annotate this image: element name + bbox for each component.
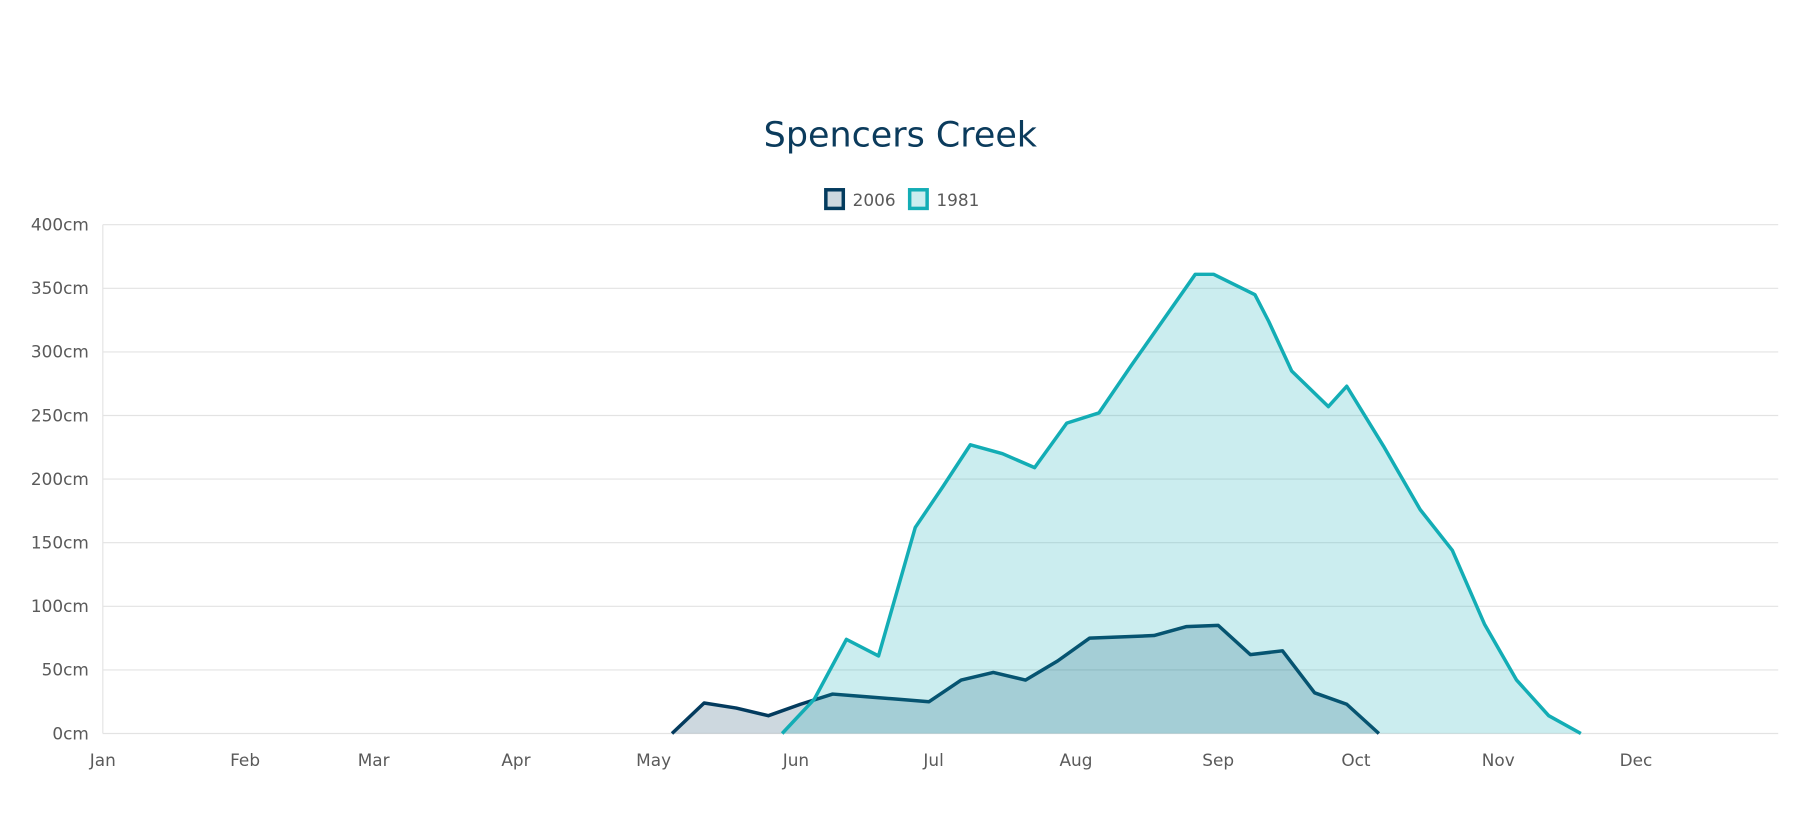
x-tick-label: May — [636, 750, 671, 770]
x-tick-label: Mar — [358, 750, 390, 770]
x-tick-label: Feb — [230, 750, 260, 770]
gridlines — [102, 224, 1779, 735]
y-tick-label: 300cm — [31, 342, 89, 362]
line-1981 — [780, 272, 1582, 736]
series-layer — [670, 272, 1582, 736]
line-2006 — [670, 623, 1381, 735]
x-tick-label: Dec — [1620, 750, 1653, 770]
chart-title: Spencers Creek — [764, 116, 1038, 156]
y-tick-label: 250cm — [31, 405, 89, 425]
legend-item-1981: 1981 — [907, 188, 979, 211]
x-tick-label: Nov — [1482, 750, 1515, 770]
x-tick-label: Aug — [1059, 750, 1092, 770]
y-tick-label: 50cm — [42, 660, 89, 680]
legend: 2006 1981 — [824, 188, 979, 211]
y-axis: 0cm 50cm 100cm 150cm 200cm 250cm 300cm 350cm 400… — [31, 215, 89, 744]
legend-item-2006: 2006 — [824, 188, 896, 211]
legend-label: 1981 — [936, 190, 979, 210]
legend-label: 2006 — [853, 190, 896, 210]
series-2006 — [670, 623, 1381, 735]
y-tick-label: 150cm — [31, 533, 89, 553]
y-tick-label: 100cm — [31, 596, 89, 616]
series-1981 — [780, 272, 1582, 736]
x-tick-label: Jun — [782, 750, 809, 770]
y-tick-label: 200cm — [31, 469, 89, 489]
legend-swatch — [824, 188, 846, 211]
legend-swatch — [907, 188, 929, 211]
y-tick-label: 350cm — [31, 278, 89, 298]
area-fill-2006 — [671, 625, 1379, 734]
x-tick-label: Jul — [922, 750, 943, 770]
y-tick-label: 0cm — [52, 723, 88, 743]
x-tick-label: Jan — [89, 750, 116, 770]
x-axis: Jan Feb Mar Apr May Jun Jul Aug Sep Oct Nov Dec — [89, 750, 1652, 770]
x-tick-label: Sep — [1202, 750, 1234, 770]
y-tick-label: 400cm — [31, 215, 89, 235]
x-tick-label: Oct — [1341, 750, 1371, 770]
x-tick-label: Apr — [501, 750, 530, 770]
area-fill-1981 — [782, 274, 1581, 734]
